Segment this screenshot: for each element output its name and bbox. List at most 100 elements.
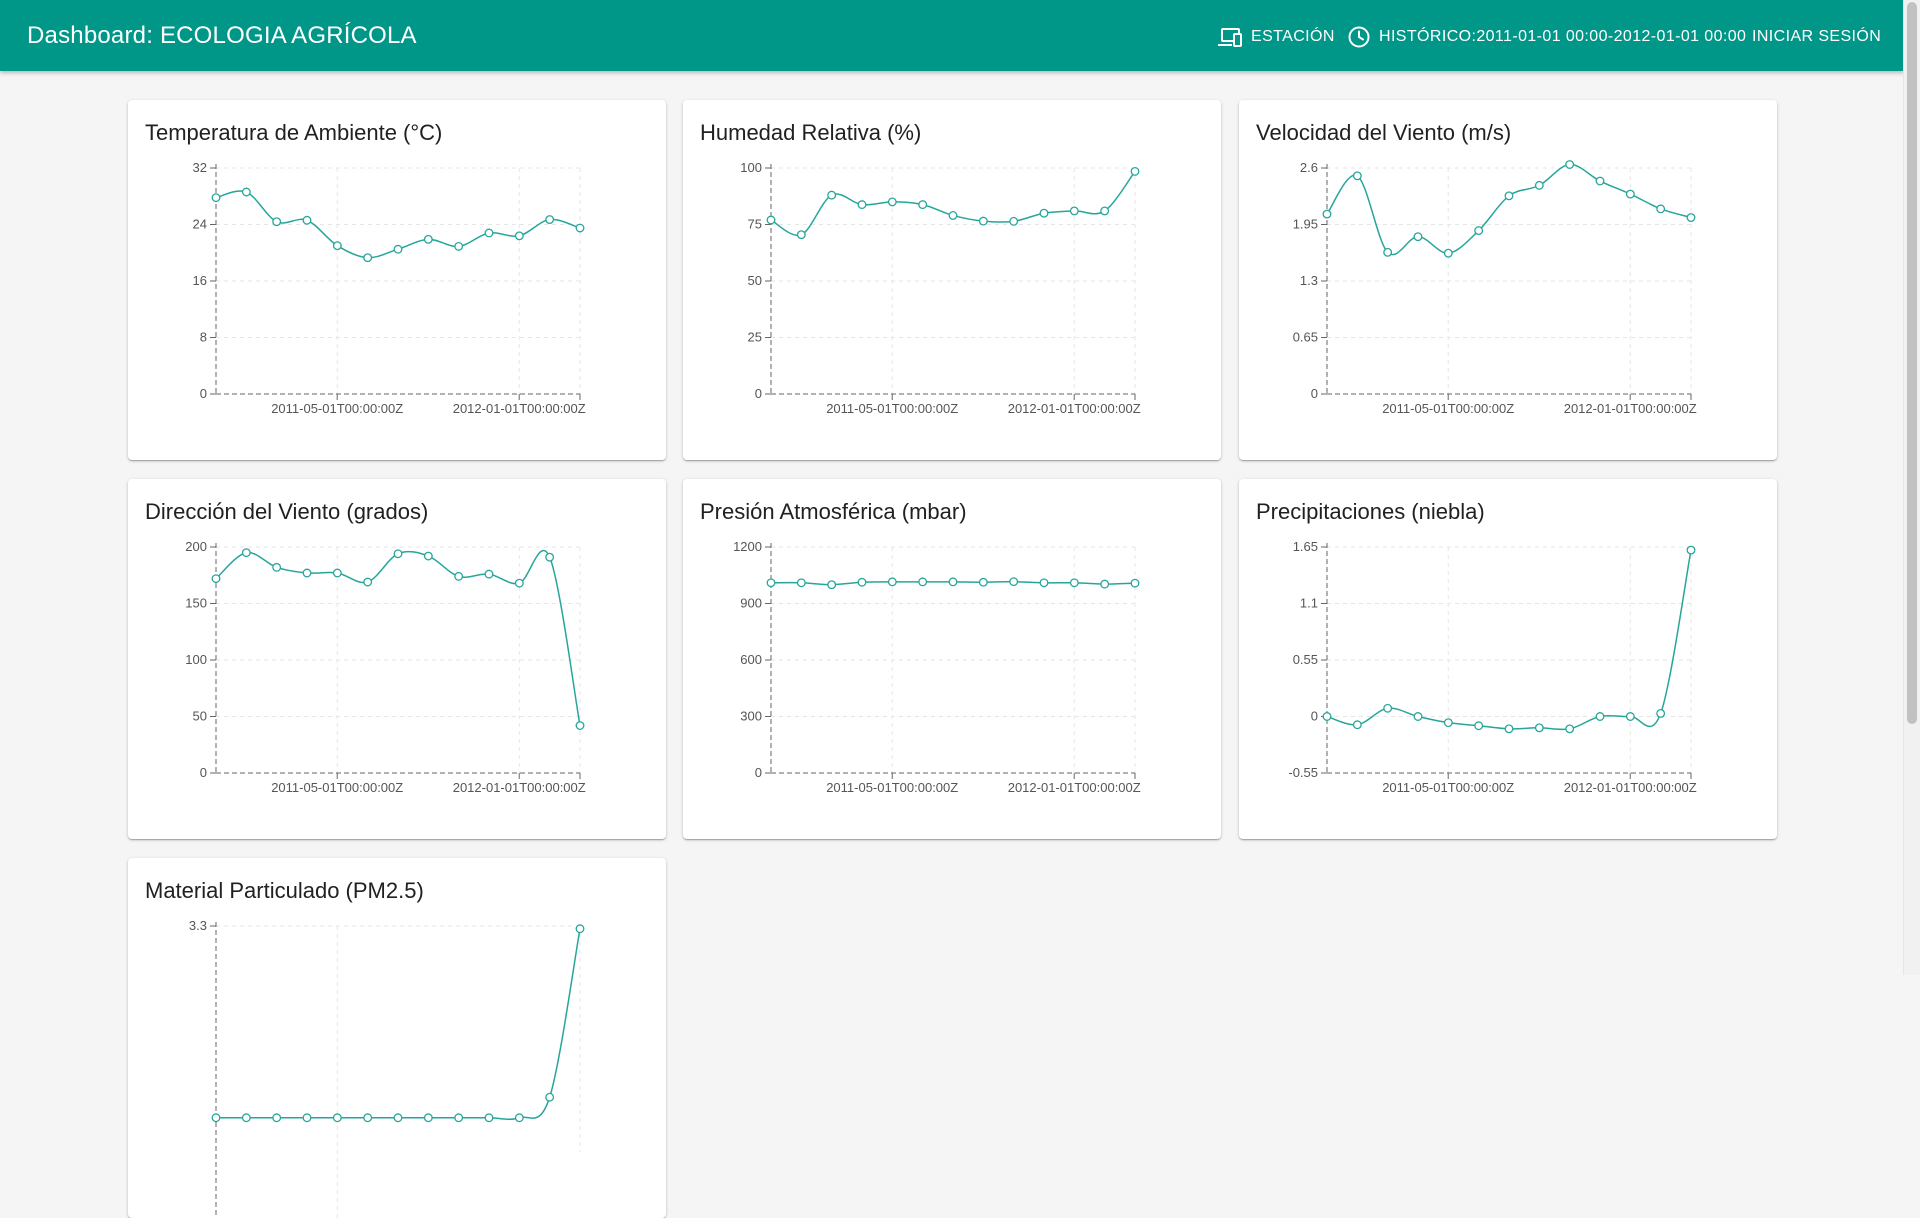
- data-point[interactable]: [1443, 718, 1453, 728]
- data-point[interactable]: [796, 230, 806, 240]
- data-point[interactable]: [1100, 579, 1110, 589]
- data-point[interactable]: [575, 223, 585, 233]
- data-point[interactable]: [1534, 723, 1544, 733]
- data-point[interactable]: [1565, 160, 1575, 169]
- data-point[interactable]: [575, 924, 585, 934]
- station-button[interactable]: ESTACIÓN: [1217, 24, 1335, 50]
- data-point[interactable]: [1413, 232, 1423, 242]
- data-point[interactable]: [454, 241, 464, 251]
- data-point[interactable]: [796, 578, 806, 588]
- data-point[interactable]: [241, 1113, 251, 1123]
- data-point[interactable]: [918, 200, 928, 210]
- data-point[interactable]: [1625, 189, 1635, 199]
- data-point[interactable]: [857, 577, 867, 587]
- data-point[interactable]: [978, 577, 988, 587]
- data-point[interactable]: [241, 548, 251, 558]
- data-point[interactable]: [1039, 208, 1049, 218]
- data-point[interactable]: [1443, 248, 1453, 258]
- data-point[interactable]: [332, 1113, 342, 1123]
- data-point[interactable]: [363, 1113, 373, 1123]
- data-point[interactable]: [423, 234, 433, 244]
- data-point[interactable]: [918, 577, 928, 587]
- data-point[interactable]: [1413, 712, 1423, 721]
- data-point[interactable]: [423, 551, 433, 561]
- history-button[interactable]: HISTÓRICO:2011-01-01 00:00-2012-01-01 00…: [1347, 24, 1746, 50]
- data-point[interactable]: [514, 1113, 524, 1123]
- data-point[interactable]: [1595, 712, 1605, 721]
- data-point[interactable]: [241, 187, 251, 197]
- data-point[interactable]: [1039, 578, 1049, 588]
- data-point[interactable]: [1504, 191, 1514, 201]
- x-tick-label: 2012-01-01T00:00:00Z: [1564, 401, 1697, 416]
- data-point[interactable]: [484, 228, 494, 238]
- data-point[interactable]: [1069, 206, 1079, 216]
- data-point[interactable]: [887, 577, 897, 587]
- data-point[interactable]: [1686, 213, 1696, 222]
- data-point[interactable]: [545, 552, 555, 562]
- data-point[interactable]: [1352, 171, 1362, 181]
- data-point[interactable]: [1474, 721, 1484, 731]
- data-point[interactable]: [1565, 724, 1575, 734]
- data-point[interactable]: [1595, 176, 1605, 186]
- data-point[interactable]: [484, 569, 494, 579]
- data-point[interactable]: [302, 215, 312, 225]
- series-line: [1326, 549, 1692, 731]
- data-point[interactable]: [454, 571, 464, 581]
- data-point[interactable]: [948, 577, 958, 587]
- scrollbar[interactable]: [1903, 0, 1920, 975]
- data-point[interactable]: [211, 1113, 221, 1123]
- login-button[interactable]: INICIAR SESIÓN: [1752, 24, 1881, 50]
- data-point[interactable]: [1352, 720, 1362, 730]
- data-point[interactable]: [514, 231, 524, 241]
- data-point[interactable]: [302, 568, 312, 578]
- data-point[interactable]: [393, 1113, 403, 1123]
- data-point[interactable]: [1130, 166, 1140, 176]
- data-point[interactable]: [363, 253, 373, 263]
- data-point[interactable]: [454, 1113, 464, 1123]
- data-point[interactable]: [272, 217, 282, 227]
- data-point[interactable]: [423, 1113, 433, 1123]
- data-point[interactable]: [1009, 577, 1019, 587]
- data-point[interactable]: [363, 577, 373, 587]
- y-tick-label: 600: [740, 652, 762, 667]
- data-point[interactable]: [332, 568, 342, 578]
- data-point[interactable]: [827, 580, 837, 590]
- data-point[interactable]: [302, 1113, 312, 1123]
- data-point[interactable]: [1656, 708, 1666, 718]
- data-point[interactable]: [1069, 578, 1079, 588]
- data-point[interactable]: [211, 574, 221, 584]
- scrollbar-thumb[interactable]: [1907, 2, 1917, 724]
- wind-direction-card: Dirección del Viento (grados) 0 50 100 150 20…: [128, 479, 666, 839]
- data-point[interactable]: [272, 1113, 282, 1123]
- data-point[interactable]: [1383, 247, 1393, 257]
- data-point[interactable]: [887, 197, 897, 207]
- data-point[interactable]: [1322, 712, 1332, 721]
- data-point[interactable]: [948, 211, 958, 220]
- data-point[interactable]: [393, 244, 403, 254]
- data-point[interactable]: [272, 562, 282, 572]
- data-point[interactable]: [1383, 703, 1393, 713]
- data-point[interactable]: [1686, 545, 1696, 555]
- data-point[interactable]: [1504, 724, 1514, 734]
- data-point[interactable]: [545, 1092, 555, 1102]
- data-point[interactable]: [766, 578, 776, 588]
- data-point[interactable]: [545, 215, 555, 225]
- data-point[interactable]: [978, 216, 988, 226]
- data-point[interactable]: [1625, 712, 1635, 721]
- data-point[interactable]: [1656, 204, 1666, 214]
- data-point[interactable]: [575, 721, 585, 730]
- data-point[interactable]: [1534, 180, 1544, 190]
- data-point[interactable]: [393, 549, 403, 559]
- data-point[interactable]: [484, 1113, 494, 1123]
- data-point[interactable]: [766, 215, 776, 225]
- data-point[interactable]: [1100, 206, 1110, 216]
- data-point[interactable]: [1322, 209, 1332, 219]
- data-point[interactable]: [1130, 578, 1140, 588]
- data-point[interactable]: [1009, 216, 1019, 226]
- data-point[interactable]: [827, 190, 837, 200]
- data-point[interactable]: [211, 193, 221, 203]
- data-point[interactable]: [1474, 226, 1484, 236]
- data-point[interactable]: [332, 241, 342, 251]
- data-point[interactable]: [514, 578, 524, 588]
- data-point[interactable]: [857, 200, 867, 210]
